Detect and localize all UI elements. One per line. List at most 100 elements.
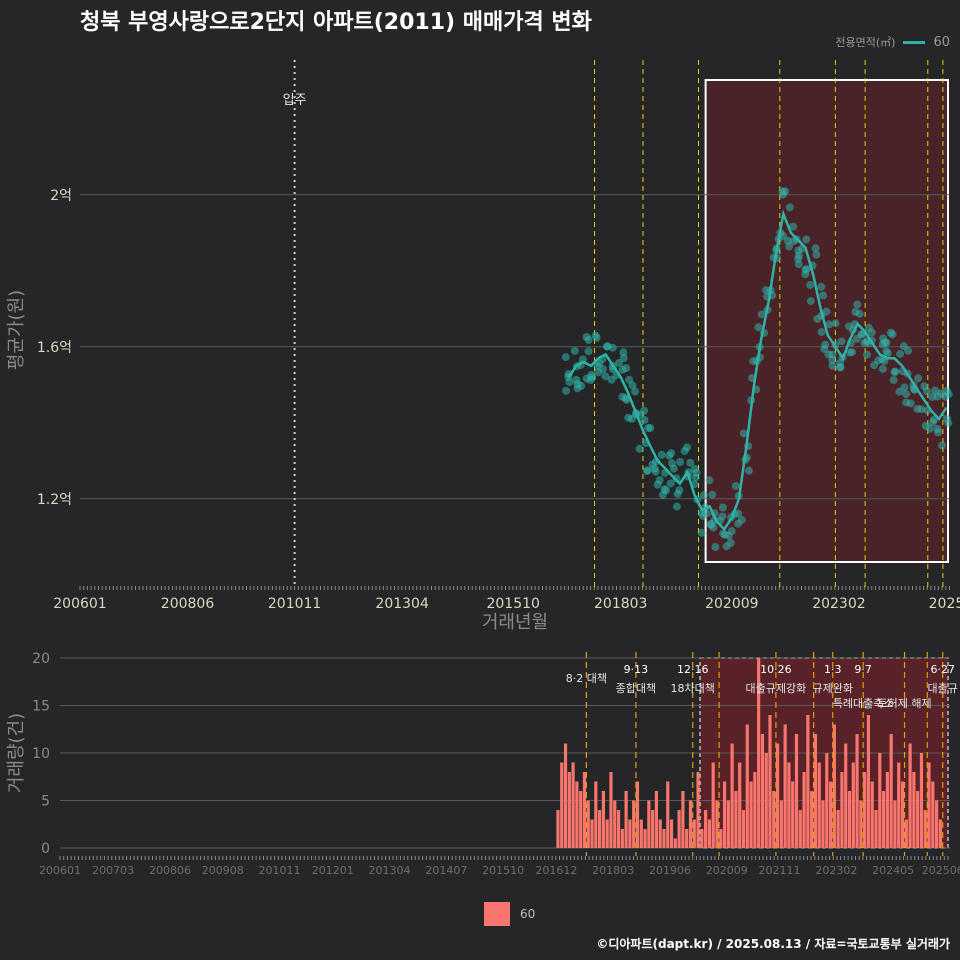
price-point [794,251,803,260]
price-point [669,464,678,473]
price-point [672,474,681,483]
volume-y-tick-label: 15 [32,699,50,715]
volume-bar [643,829,647,848]
volume-bar [828,781,833,848]
price-point [828,361,837,370]
price-point [705,476,714,485]
price-point [862,350,871,359]
volume-x-tick-label: 201612 [535,864,577,877]
volume-x-tick-label: 200703 [92,864,134,877]
volume-bar [889,734,893,848]
policy-date-label: 1·3 [824,663,842,676]
price-point [881,338,890,347]
volume-x-tick-label: 202405 [872,864,914,877]
volume-bar [798,810,802,848]
price-point [562,386,571,395]
volume-bar [745,724,749,848]
price-point [592,333,601,342]
price-point [635,444,644,453]
volume-bar [768,715,772,848]
volume-bar [821,800,825,848]
price-legend: 전용면적(㎡) 60 [835,34,950,50]
price-point [708,490,717,499]
volume-bar [696,772,700,848]
price-point [622,364,631,373]
volume-bar [817,762,821,848]
volume-bar [556,810,560,848]
price-point [749,357,758,366]
volume-legend-swatch-icon [484,902,510,926]
volume-y-tick-label: 20 [32,651,50,667]
price-x-tick-label: 201510 [486,596,539,612]
volume-y-tick-label: 10 [32,746,50,762]
volume-y-tick-label: 5 [41,794,50,810]
price-x-tick-label: 201011 [268,596,321,612]
price-x-tick-label: 201803 [594,596,647,612]
price-point [878,364,887,373]
volume-x-tick-label: 202506 [922,864,960,877]
price-point [731,481,740,490]
volume-x-tick-label: 200601 [39,864,81,877]
volume-bar [855,734,859,848]
volume-bar [844,743,848,848]
price-point [853,300,862,309]
volume-bar [904,819,908,848]
volume-legend: 60 [484,902,535,926]
volume-bar [567,772,571,848]
volume-bar [859,800,863,848]
price-point [931,386,940,395]
price-point [640,406,649,415]
price-x-tick-label: 200806 [161,596,215,612]
volume-x-tick-label: 201011 [259,864,301,877]
volume-bar [813,734,818,848]
volume-bar [753,772,757,848]
price-y-tick-label: 2억 [50,188,72,204]
price-point [837,337,846,346]
price-legend-title: 전용면적(㎡) [835,36,896,49]
price-point [929,415,938,424]
volume-bar [840,772,844,848]
volume-bar [791,781,795,848]
volume-bar [673,838,677,848]
policy-date-label: 10·26 [760,663,792,676]
volume-bar [651,810,655,848]
price-point [942,414,951,423]
price-y-tick-label: 1.6억 [37,340,72,356]
volume-x-tick-label: 201803 [592,864,634,877]
volume-bar [628,819,632,848]
price-point [676,457,685,466]
price-point [570,346,579,355]
volume-bar [836,810,840,848]
policy-name-label: 규제완화 [812,682,852,695]
volume-y-axis-title: 거래량(건) [6,713,27,793]
price-point [699,491,708,500]
volume-bar [594,781,598,848]
price-point [925,424,934,433]
volume-bar [749,781,753,848]
volume-bar [563,743,568,848]
price-point [891,367,900,376]
volume-bar [616,810,621,848]
price-point [608,343,617,352]
volume-x-tick-label: 201510 [482,864,524,877]
price-y-tick-label: 1.2억 [37,492,72,508]
price-point [739,429,748,438]
price-point [888,330,897,339]
volume-bar [935,800,939,848]
volume-bar [613,800,617,848]
price-x-tick-label: 2025 [929,596,960,612]
price-point [621,394,630,403]
price-point [902,398,911,407]
volume-bar [912,772,916,848]
price-point [660,485,669,494]
price-point [783,236,792,245]
volume-bar [571,762,575,848]
price-point [819,291,828,300]
price-point [628,381,637,390]
volume-bar [658,819,662,848]
volume-bar [654,791,658,848]
volume-bar [783,724,787,848]
price-point [857,330,866,339]
policy-date-label: 12·16 [677,663,709,676]
volume-bar [794,734,799,848]
